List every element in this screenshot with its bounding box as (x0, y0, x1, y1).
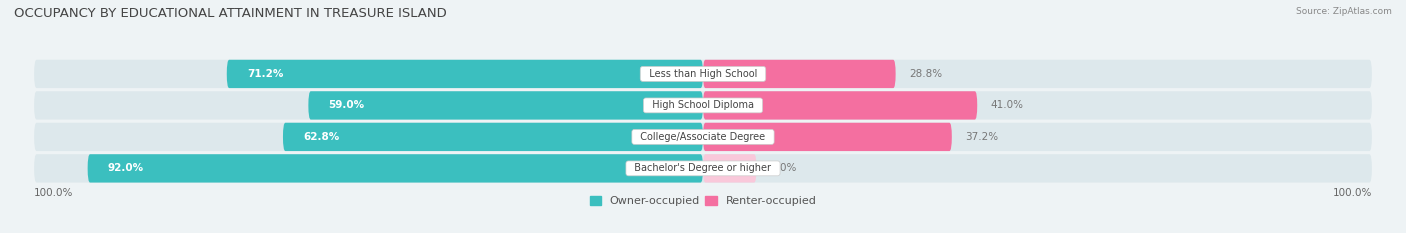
Text: OCCUPANCY BY EDUCATIONAL ATTAINMENT IN TREASURE ISLAND: OCCUPANCY BY EDUCATIONAL ATTAINMENT IN T… (14, 7, 447, 20)
FancyBboxPatch shape (34, 91, 1372, 120)
FancyBboxPatch shape (703, 154, 756, 183)
Text: College/Associate Degree: College/Associate Degree (634, 132, 772, 142)
FancyBboxPatch shape (34, 60, 1372, 88)
Text: Source: ZipAtlas.com: Source: ZipAtlas.com (1296, 7, 1392, 16)
Text: 62.8%: 62.8% (304, 132, 339, 142)
Text: 71.2%: 71.2% (247, 69, 283, 79)
Text: 92.0%: 92.0% (108, 163, 143, 173)
Text: 59.0%: 59.0% (329, 100, 364, 110)
Text: Bachelor's Degree or higher: Bachelor's Degree or higher (628, 163, 778, 173)
FancyBboxPatch shape (226, 60, 703, 88)
Text: 100.0%: 100.0% (1333, 188, 1372, 198)
FancyBboxPatch shape (703, 91, 977, 120)
Text: Less than High School: Less than High School (643, 69, 763, 79)
FancyBboxPatch shape (87, 154, 703, 183)
Text: 28.8%: 28.8% (910, 69, 942, 79)
FancyBboxPatch shape (308, 91, 703, 120)
FancyBboxPatch shape (703, 60, 896, 88)
FancyBboxPatch shape (283, 123, 703, 151)
Text: 37.2%: 37.2% (965, 132, 998, 142)
FancyBboxPatch shape (34, 123, 1372, 151)
FancyBboxPatch shape (34, 154, 1372, 183)
Text: 8.0%: 8.0% (770, 163, 796, 173)
Text: 41.0%: 41.0% (991, 100, 1024, 110)
Legend: Owner-occupied, Renter-occupied: Owner-occupied, Renter-occupied (585, 191, 821, 211)
FancyBboxPatch shape (703, 123, 952, 151)
Text: High School Diploma: High School Diploma (645, 100, 761, 110)
Text: 100.0%: 100.0% (34, 188, 73, 198)
